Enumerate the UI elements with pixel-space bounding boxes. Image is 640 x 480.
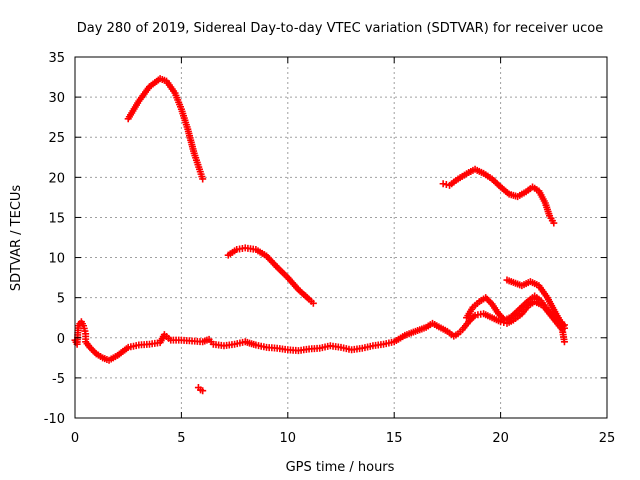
tick-layer: 0 5 10 15 20 25 -10 -5 0 5 10 15 20 25 30 35 xyxy=(44,51,616,446)
data-point xyxy=(199,175,207,183)
series-cluster-upper-band xyxy=(463,292,568,329)
data-point xyxy=(309,299,317,307)
y-axis-label: SDTVAR / TECUs xyxy=(9,185,24,292)
series-arc-3 xyxy=(439,165,558,227)
y-tick-label: 15 xyxy=(48,211,65,226)
data-point xyxy=(199,387,207,395)
plot-frame xyxy=(74,56,608,419)
data-point xyxy=(550,219,558,227)
y-tick-label: 35 xyxy=(48,51,65,66)
series-arc-1 xyxy=(124,75,207,183)
data-point xyxy=(442,181,450,189)
series-cluster-main xyxy=(71,298,568,364)
y-tick-label: 20 xyxy=(48,171,65,186)
x-axis-label: GPS time / hours xyxy=(286,460,395,475)
x-tick-label: 0 xyxy=(71,431,79,446)
x-tick-label: 10 xyxy=(280,431,297,446)
chart-title: Day 280 of 2019, Sidereal Day-to-day VTE… xyxy=(77,21,603,36)
y-tick-label: 10 xyxy=(48,252,65,267)
data-point xyxy=(439,180,447,188)
y-tick-label: -10 xyxy=(44,412,65,427)
x-tick-label: 5 xyxy=(177,431,185,446)
data-point xyxy=(560,338,568,346)
x-tick-label: 20 xyxy=(492,431,509,446)
data-layer xyxy=(71,75,568,395)
y-tick-label: 25 xyxy=(48,131,65,146)
series-outlier xyxy=(194,384,207,395)
y-tick-label: 5 xyxy=(57,292,65,307)
y-tick-label: 0 xyxy=(57,332,65,347)
x-tick-label: 25 xyxy=(599,431,616,446)
x-tick-label: 15 xyxy=(386,431,403,446)
y-tick-label: -5 xyxy=(52,372,65,387)
series-arc-2 xyxy=(224,244,317,307)
grid-layer xyxy=(75,57,607,418)
data-point xyxy=(560,321,568,329)
y-tick-label: 30 xyxy=(48,91,65,106)
